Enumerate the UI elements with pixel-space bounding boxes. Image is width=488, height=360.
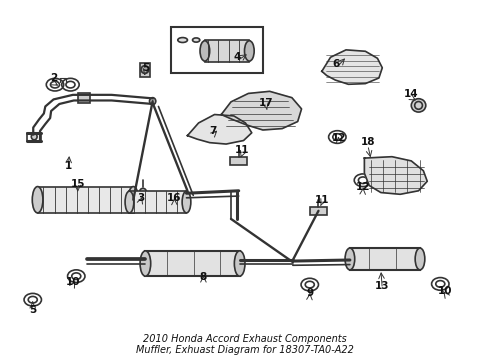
FancyBboxPatch shape [349, 248, 419, 270]
Ellipse shape [149, 98, 156, 105]
Text: 11: 11 [234, 145, 249, 156]
Text: 10: 10 [437, 286, 451, 296]
Text: 9: 9 [305, 288, 313, 298]
Ellipse shape [32, 186, 43, 213]
Text: 8: 8 [200, 272, 206, 282]
Text: 4: 4 [233, 52, 241, 62]
Polygon shape [221, 91, 301, 130]
Text: 15: 15 [70, 179, 85, 189]
Text: 12: 12 [355, 182, 369, 192]
Polygon shape [187, 114, 251, 144]
Text: 1: 1 [64, 161, 72, 171]
Ellipse shape [182, 191, 190, 213]
Ellipse shape [192, 38, 200, 42]
Text: 14: 14 [403, 89, 418, 99]
Bar [229, 157, 247, 165]
FancyBboxPatch shape [38, 186, 133, 213]
Text: 13: 13 [374, 281, 389, 291]
Ellipse shape [128, 186, 138, 213]
Bar [309, 207, 326, 215]
Text: 7: 7 [209, 126, 216, 136]
Text: 10: 10 [65, 277, 80, 287]
Ellipse shape [139, 188, 146, 195]
FancyBboxPatch shape [145, 251, 239, 276]
Polygon shape [321, 50, 382, 84]
Ellipse shape [178, 37, 187, 42]
FancyBboxPatch shape [129, 191, 186, 213]
Ellipse shape [414, 248, 424, 270]
Ellipse shape [410, 99, 425, 112]
Polygon shape [364, 157, 427, 194]
Ellipse shape [244, 41, 254, 61]
Text: 16: 16 [167, 193, 181, 203]
Text: 5: 5 [29, 305, 36, 315]
FancyBboxPatch shape [204, 40, 249, 62]
Ellipse shape [140, 251, 150, 276]
Text: 6: 6 [332, 59, 339, 69]
FancyBboxPatch shape [139, 63, 150, 77]
FancyBboxPatch shape [78, 93, 90, 103]
Ellipse shape [31, 134, 37, 140]
Ellipse shape [200, 41, 209, 61]
Text: 2: 2 [50, 73, 57, 83]
Ellipse shape [125, 191, 134, 213]
Text: 3: 3 [137, 193, 144, 203]
Text: 17: 17 [259, 98, 273, 108]
Ellipse shape [141, 66, 148, 73]
Text: 2010 Honda Accord Exhaust Components
Muffler, Exhuast Diagram for 18307-TA0-A22: 2010 Honda Accord Exhaust Components Muf… [135, 334, 353, 355]
Text: 12: 12 [331, 133, 346, 143]
Ellipse shape [345, 248, 354, 270]
Text: 5: 5 [142, 63, 149, 73]
Text: 18: 18 [360, 136, 374, 147]
Text: 11: 11 [314, 194, 328, 204]
Ellipse shape [234, 251, 244, 276]
